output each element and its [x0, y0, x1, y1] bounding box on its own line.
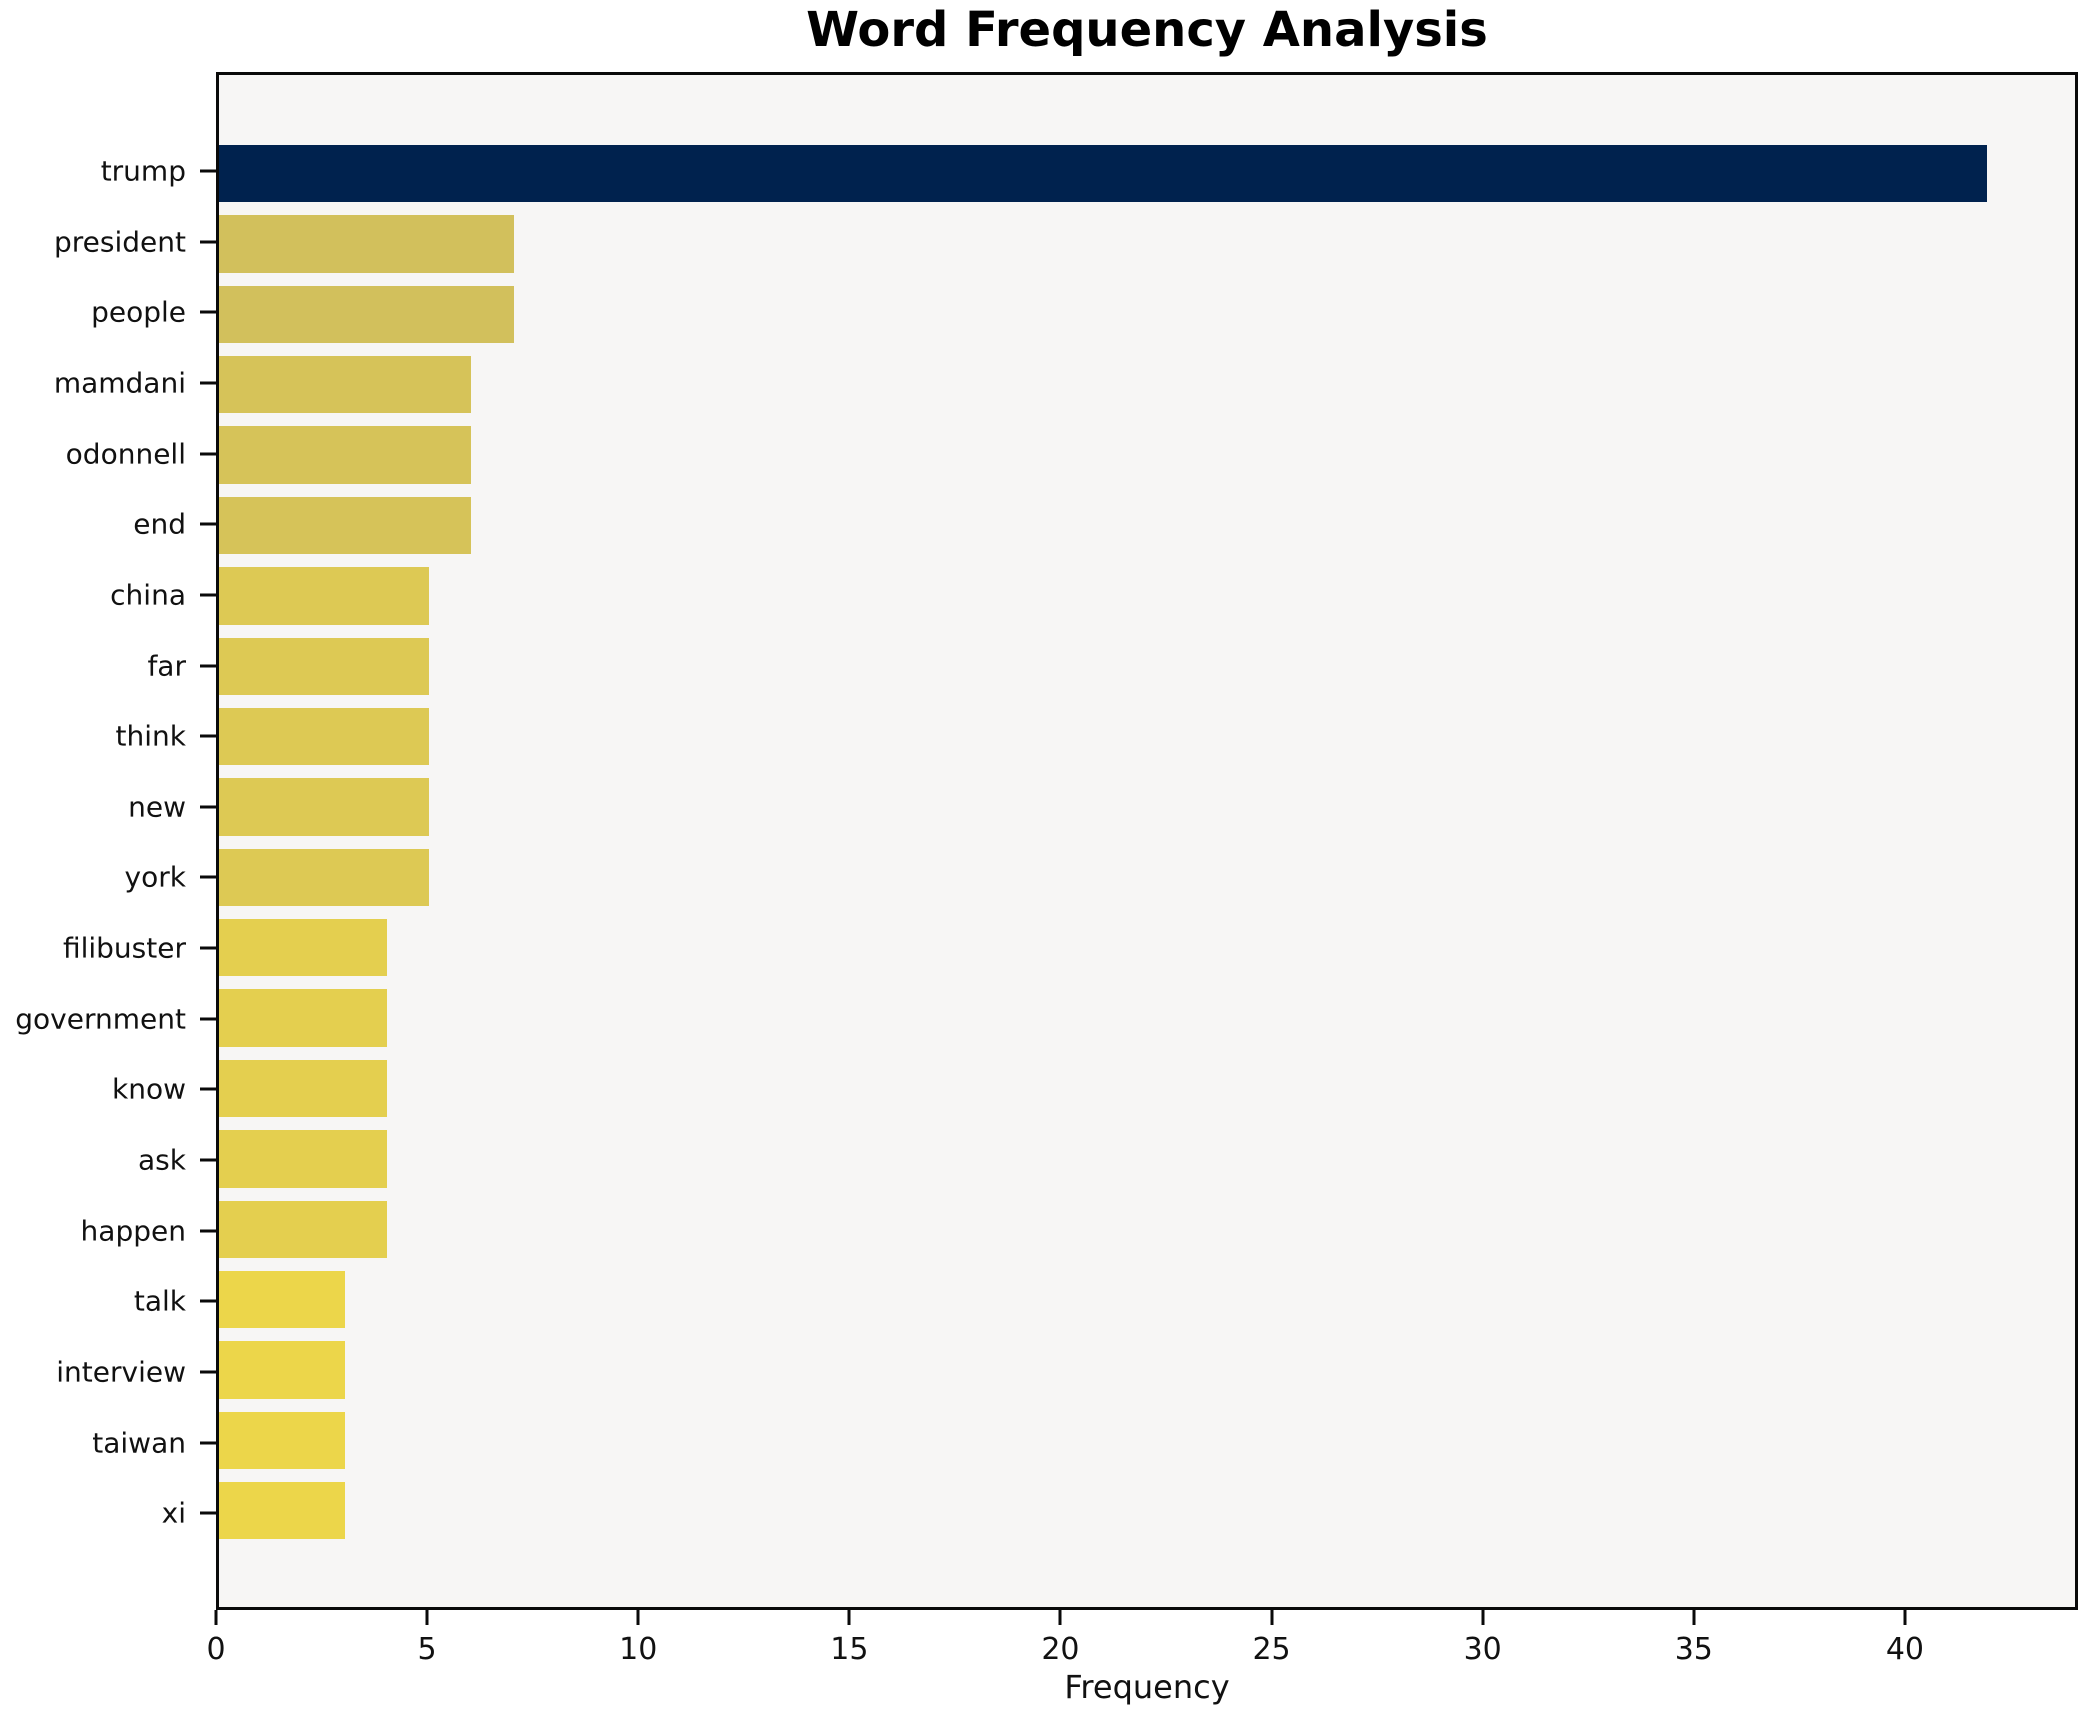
x-tick-label-15: 15 [830, 1632, 869, 1668]
bar-know [218, 1059, 388, 1118]
y-tick-mark [199, 522, 216, 526]
bar-president [218, 215, 514, 273]
y-tick-label-talk: talk [133, 1284, 186, 1318]
bar-taiwan [218, 1411, 346, 1470]
bar-end [218, 496, 472, 555]
y-tick-mark [199, 1017, 216, 1021]
y-tick-label-mamdani: mamdani [53, 366, 186, 400]
y-tick-mark [199, 310, 216, 314]
x-tick-mark [1481, 1610, 1485, 1626]
y-tick-label-odonnell: odonnell [65, 437, 186, 471]
y-tick-label-president: president [53, 225, 186, 259]
y-tick-mark [199, 452, 216, 456]
y-tick-mark [199, 1299, 216, 1303]
x-tick-label-35: 35 [1674, 1632, 1713, 1668]
y-tick-label-happen: happen [80, 1214, 186, 1248]
x-tick-label-40: 40 [1885, 1632, 1924, 1668]
y-tick-mark [199, 1511, 216, 1515]
bar-people [218, 285, 514, 344]
y-tick-mark [199, 169, 216, 173]
y-tick-mark [199, 1087, 216, 1091]
bar-think [218, 707, 430, 766]
x-tick-label-30: 30 [1463, 1632, 1502, 1668]
x-tick-mark [1270, 1610, 1274, 1626]
bar-talk [218, 1270, 346, 1329]
y-tick-label-far: far [147, 649, 186, 683]
y-tick-mark [199, 1370, 216, 1374]
x-tick-mark [1058, 1610, 1062, 1626]
x-tick-label-0: 0 [206, 1632, 226, 1668]
y-tick-mark [199, 593, 216, 597]
x-axis-label: Frequency [1064, 1667, 1230, 1706]
y-tick-label-trump: trump [100, 154, 186, 188]
y-tick-mark [199, 381, 216, 385]
y-tick-mark [199, 240, 216, 244]
bar-government [218, 989, 388, 1047]
bar-trump [218, 144, 1987, 203]
y-tick-mark [199, 946, 216, 950]
y-tick-mark [199, 875, 216, 879]
y-tick-label-end: end [133, 507, 186, 541]
bar-new [218, 778, 430, 836]
x-tick-mark [1692, 1610, 1696, 1626]
bar-filibuster [218, 919, 388, 977]
x-tick-label-25: 25 [1252, 1632, 1291, 1668]
x-tick-mark [847, 1610, 851, 1626]
y-tick-label-new: new [128, 790, 186, 824]
x-tick-mark [425, 1610, 429, 1626]
x-tick-mark [214, 1610, 218, 1626]
y-tick-mark [199, 664, 216, 668]
y-tick-mark [199, 1441, 216, 1445]
x-tick-label-20: 20 [1041, 1632, 1080, 1668]
bar-happen [218, 1200, 388, 1258]
x-tick-label-10: 10 [619, 1632, 658, 1668]
y-tick-label-xi: xi [161, 1496, 186, 1530]
y-tick-label-taiwan: taiwan [92, 1426, 186, 1460]
y-tick-label-people: people [91, 295, 186, 329]
chart-title: Word Frequency Analysis [806, 2, 1488, 58]
y-tick-label-china: china [110, 578, 186, 612]
bar-york [218, 848, 430, 907]
y-tick-mark [199, 1158, 216, 1162]
bar-china [218, 567, 430, 625]
y-tick-label-think: think [115, 719, 186, 753]
x-tick-mark [636, 1610, 640, 1626]
bar-odonnell [218, 426, 472, 484]
y-tick-mark [199, 805, 216, 809]
bar-interview [218, 1341, 346, 1399]
bar-ask [218, 1130, 388, 1188]
y-tick-mark [199, 734, 216, 738]
y-tick-label-know: know [111, 1072, 186, 1106]
bar-far [218, 637, 430, 695]
x-tick-label-5: 5 [417, 1632, 437, 1668]
y-tick-label-government: government [15, 1002, 186, 1036]
plot-area [215, 71, 2079, 1611]
y-tick-mark [199, 1229, 216, 1233]
bar-xi [218, 1482, 346, 1540]
bar-mamdani [218, 356, 472, 414]
y-tick-label-filibuster: filibuster [62, 931, 186, 965]
y-tick-label-york: york [124, 860, 186, 894]
y-tick-label-interview: interview [56, 1355, 186, 1389]
x-tick-mark [1903, 1610, 1907, 1626]
y-tick-label-ask: ask [138, 1143, 186, 1177]
